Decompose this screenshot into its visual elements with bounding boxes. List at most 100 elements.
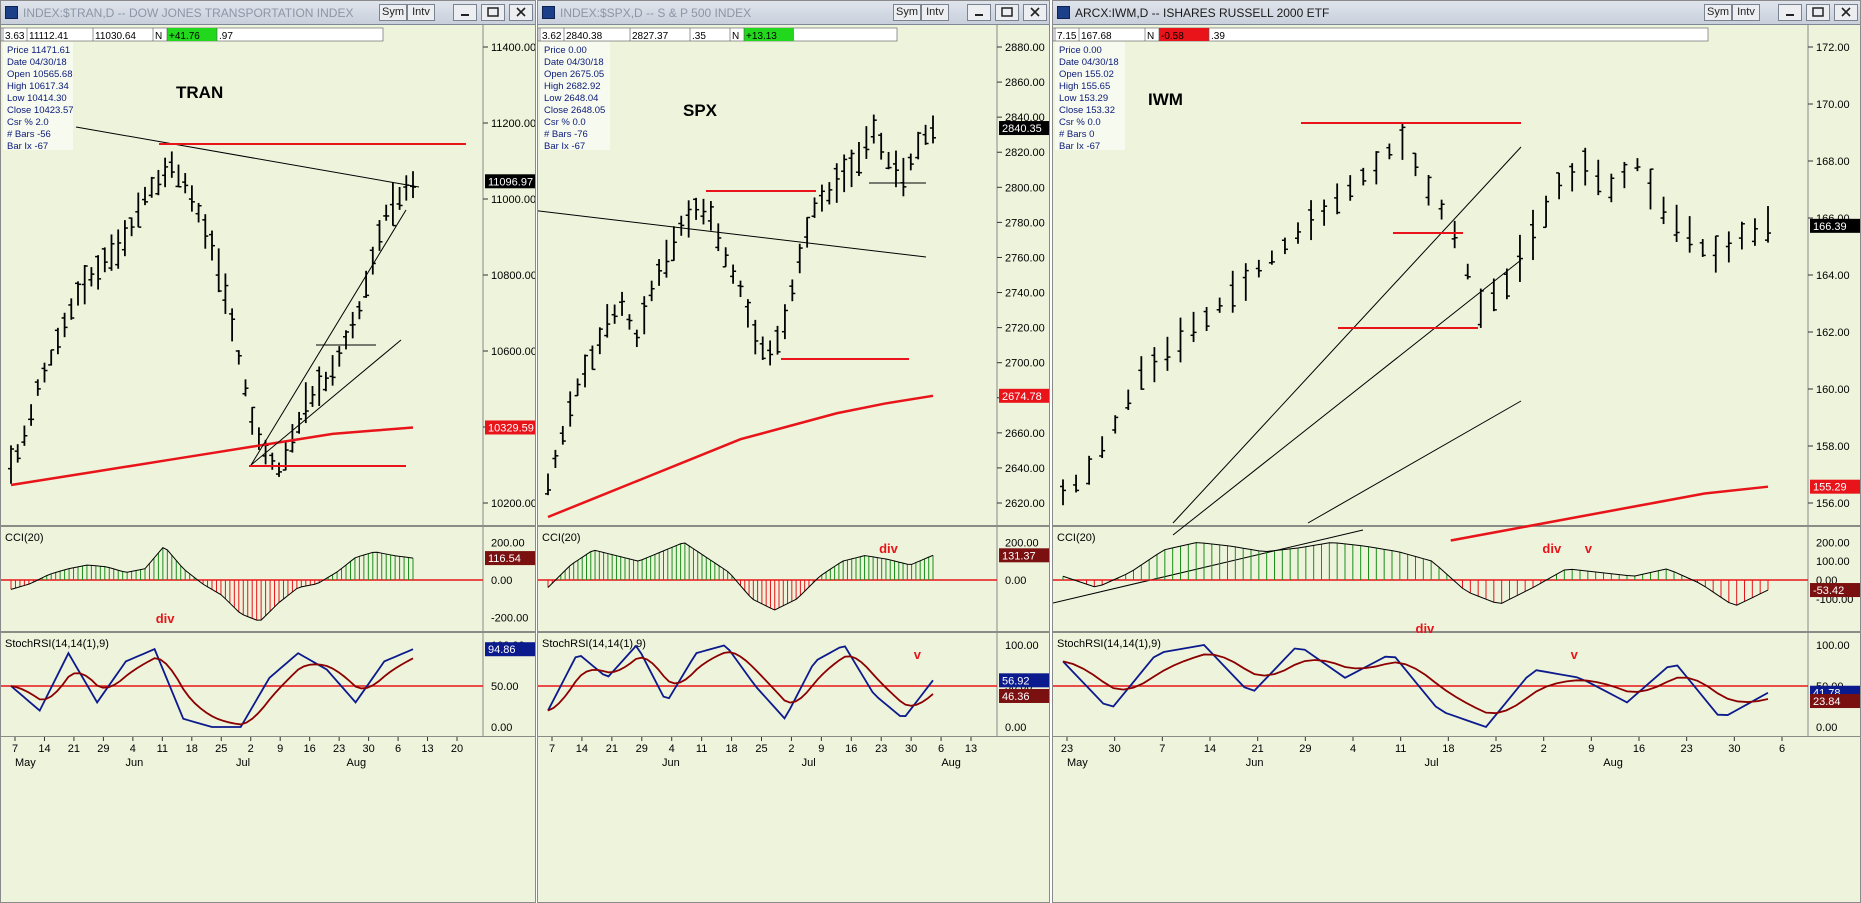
annotation-div: div — [1416, 621, 1436, 636]
price-bar — [1229, 270, 1236, 313]
date-tick: 4 — [669, 743, 675, 755]
price-bar — [1738, 221, 1745, 250]
price-bar — [656, 259, 663, 286]
cci-line — [547, 542, 934, 611]
intv-button[interactable]: Intv — [921, 4, 949, 21]
stochrsi-signal-line — [10, 657, 414, 726]
price-bar — [1425, 175, 1432, 206]
price-bar — [670, 226, 677, 262]
stochrsi-signal-line — [1062, 653, 1769, 715]
info-line: Csr % 0.0 — [544, 117, 586, 128]
price-bar — [1699, 239, 1706, 257]
stoch-tick-label: 0.00 — [1005, 722, 1026, 734]
price-bar — [48, 349, 55, 366]
title-bar[interactable]: INDEX:$SPX,D -- S & P 500 INDEX Sym Intv — [538, 1, 1049, 25]
sym-button[interactable]: Sym — [1704, 4, 1732, 21]
chart-window-spx[interactable]: INDEX:$SPX,D -- S & P 500 INDEX Sym Intv 3.… — [537, 0, 1050, 903]
price-bar — [678, 215, 685, 236]
quote-strip: 3.63 11112.41 11030.64 N +41.76 .97 — [1, 27, 384, 42]
price-bar — [700, 198, 707, 225]
close-button[interactable] — [1834, 4, 1858, 21]
date-tick: 14 — [38, 743, 50, 755]
title-bar[interactable]: ARCX:IWM,D -- ISHARES RUSSELL 2000 ETF Sy… — [1053, 1, 1860, 25]
minimize-button[interactable] — [453, 4, 477, 21]
date-tick: 13 — [421, 743, 433, 755]
price-bar — [376, 220, 383, 251]
price-bar — [1608, 173, 1615, 203]
intv-button[interactable]: Intv — [1732, 4, 1760, 21]
chart-window-tran[interactable]: INDEX:$TRAN,D -- DOW JONES TRANSPORTATIO… — [0, 0, 536, 903]
price-bar — [730, 264, 737, 284]
chart-icon — [542, 6, 555, 19]
maximize-button[interactable] — [481, 4, 505, 21]
price-bar — [1321, 199, 1328, 226]
month-label: Aug — [941, 757, 961, 769]
price-bar — [611, 304, 618, 324]
date-tick: 6 — [938, 743, 944, 755]
close-button[interactable] — [1023, 4, 1047, 21]
price-bar — [1373, 151, 1380, 185]
price-bar — [215, 248, 222, 293]
price-bar — [1725, 231, 1732, 263]
price-bar — [789, 279, 796, 302]
price-bar — [1621, 161, 1628, 189]
month-label: Aug — [347, 757, 367, 769]
chart-icon — [1057, 6, 1070, 19]
price-badge: 2840.35 — [999, 121, 1049, 136]
price-bar — [121, 220, 128, 257]
close-button[interactable] — [509, 4, 533, 21]
minimize-button[interactable] — [967, 4, 991, 21]
quote-strip: 3.62 2840.38 2827.37 .35 N +13.13 — [538, 27, 898, 42]
quote-flag: N — [1147, 31, 1154, 42]
quote-c2: 11112.41 — [29, 31, 69, 42]
cci-tick-label: 200.00 — [1816, 537, 1850, 549]
price-bar — [641, 296, 648, 335]
price-bar — [1177, 317, 1184, 363]
stoch-badge: 94.86 — [485, 642, 535, 657]
price-tick-label: 2820.00 — [1005, 147, 1045, 159]
title-bar[interactable]: INDEX:$TRAN,D -- DOW JONES TRANSPORTATIO… — [1, 1, 535, 25]
date-tick: 18 — [1442, 743, 1454, 755]
maximize-icon — [1001, 7, 1013, 17]
date-tick: 29 — [1299, 743, 1311, 755]
date-tick: 16 — [1633, 743, 1645, 755]
price-bar — [922, 124, 929, 145]
price-tick-label: 10600.00 — [491, 346, 536, 358]
price-bar — [336, 346, 343, 367]
info-line: Bar Ix -67 — [544, 141, 585, 152]
date-tick: 25 — [215, 743, 227, 755]
price-bar — [54, 327, 61, 355]
sym-button[interactable]: Sym — [379, 4, 407, 21]
intv-button[interactable]: Intv — [407, 4, 435, 21]
price-bar — [589, 345, 596, 371]
info-line: Csr % 2.0 — [7, 117, 49, 128]
maximize-button[interactable] — [1806, 4, 1830, 21]
trendline — [75, 126, 420, 188]
chart-area[interactable]: 3.62 2840.38 2827.37 .35 N +13.13 Price 0.00Da… — [538, 25, 1050, 903]
maximize-button[interactable] — [995, 4, 1019, 21]
chart-window-iwm[interactable]: ARCX:IWM,D -- ISHARES RUSSELL 2000 ETF Sy… — [1052, 0, 1861, 903]
cci-histogram — [10, 547, 414, 621]
price-tick-label: 160.00 — [1816, 384, 1850, 396]
price-bar — [162, 157, 169, 188]
minimize-button[interactable] — [1778, 4, 1802, 21]
stoch-tick-label: 50.00 — [491, 681, 519, 693]
sym-button[interactable]: Sym — [893, 4, 921, 21]
price-bar — [249, 406, 256, 435]
price-bar — [1503, 268, 1510, 300]
price-badge-text: 2674.78 — [1002, 391, 1042, 403]
price-tick-label: 158.00 — [1816, 441, 1850, 453]
price-bar — [1556, 172, 1563, 200]
maximize-icon — [487, 7, 499, 17]
price-bar — [855, 142, 862, 176]
price-bar — [182, 173, 189, 194]
price-tick-label: 156.00 — [1816, 498, 1850, 510]
chart-area[interactable]: 3.63 11112.41 11030.64 N +41.76 .97 Price 1147… — [1, 25, 536, 903]
trendline — [1172, 146, 1522, 524]
chart-label: TRAN — [176, 83, 223, 102]
price-bar — [28, 404, 35, 426]
price-bar — [752, 319, 759, 355]
price-bar — [841, 154, 848, 193]
price-bar — [626, 314, 633, 330]
